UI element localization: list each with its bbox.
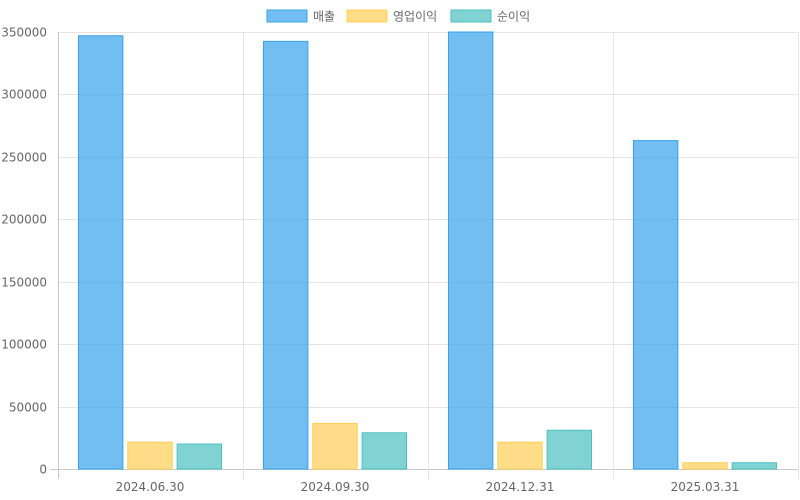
bar-series-2-2025.03.31 — [731, 462, 778, 470]
bar-series-0-2024.06.30 — [77, 35, 124, 470]
legend: 매출 영업이익 순이익 — [266, 9, 530, 24]
bar-series-2-2024.09.30 — [361, 432, 408, 470]
x-tick-label: 2024.06.30 — [116, 480, 185, 494]
bar-series-2-2024.06.30 — [176, 443, 223, 470]
legend-item: 순이익 — [450, 9, 530, 24]
y-tick-label: 100000 — [1, 338, 47, 352]
bar-series-1-2025.03.31 — [682, 462, 728, 470]
y-tick-label: 50000 — [9, 401, 47, 415]
legend-label: 영업이익 — [393, 10, 437, 24]
y-tick-label: 250000 — [1, 151, 47, 165]
legend-swatch — [266, 9, 308, 23]
bar-series-1-2024.09.30 — [312, 422, 358, 470]
legend-label: 매출 — [313, 10, 335, 24]
bar-series-0-2024.12.31 — [447, 31, 494, 470]
bars — [77, 31, 778, 470]
legend-swatch — [450, 9, 492, 23]
legend-item: 매출 — [266, 9, 335, 24]
x-tick-label: 2024.12.31 — [486, 480, 555, 494]
legend-swatch — [346, 9, 388, 23]
bar-series-2-2024.12.31 — [546, 429, 593, 470]
axes: 0 50000 100000 150000 200000 250000 300000 3500… — [1, 26, 739, 495]
y-tick-label: 150000 — [1, 276, 47, 290]
legend-label: 순이익 — [497, 10, 530, 24]
legend-item: 영업이익 — [346, 9, 437, 24]
y-tick-label: 300000 — [1, 88, 47, 102]
bar-series-1-2024.12.31 — [497, 441, 543, 470]
grid — [50, 32, 799, 479]
x-tick-label: 2024.09.30 — [301, 480, 370, 494]
y-tick-label: 0 — [39, 463, 47, 477]
bar-series-0-2025.03.31 — [632, 140, 679, 470]
y-tick-label: 350000 — [1, 26, 47, 40]
bar-series-1-2024.06.30 — [127, 441, 173, 470]
bar-series-0-2024.09.30 — [262, 40, 309, 470]
x-tick-label: 2025.03.31 — [671, 480, 740, 494]
y-tick-label: 200000 — [1, 213, 47, 227]
